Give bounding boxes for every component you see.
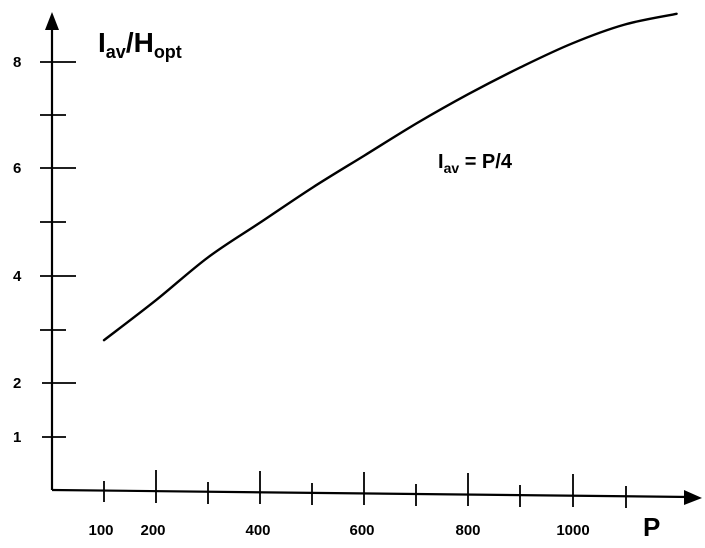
y-axis-label: Iav/Hopt [98,27,182,62]
annotation-main: I [438,151,444,173]
y-tick-label: 6 [13,160,21,177]
annotation-rest: = P/4 [459,151,513,173]
x-tick-label: 600 [349,522,374,539]
x-axis [51,488,691,499]
y-axis-label-sub2: opt [154,42,182,62]
x-axis-label: P [643,512,660,542]
y-tick-label: 8 [13,54,21,71]
x-axis-arrow [684,490,702,505]
series-line [102,12,678,342]
x-tick-label: 100 [88,522,113,539]
y-axis-arrow [45,12,59,30]
y-tick-labels: 1 2 4 6 8 [13,54,22,446]
x-ticks [103,470,627,508]
y-tick-label: 4 [13,268,22,285]
y-axis-label-slash: /H [126,27,154,58]
y-axis-label-main: I [98,27,106,58]
y-tick-label: 2 [13,375,21,392]
x-tick-label: 200 [140,522,165,539]
x-tick-label: 1000 [556,522,589,539]
x-tick-label: 400 [245,522,270,539]
curve-annotation: Iav = P/4 [438,151,513,176]
y-axis-label-sub: av [106,42,126,62]
x-tick-label: 800 [455,522,480,539]
x-tick-labels: 100 200 400 600 800 1000 [88,522,589,539]
y-tick-label: 1 [13,429,21,446]
y-ticks [40,61,76,438]
annotation-sub: av [444,160,460,176]
